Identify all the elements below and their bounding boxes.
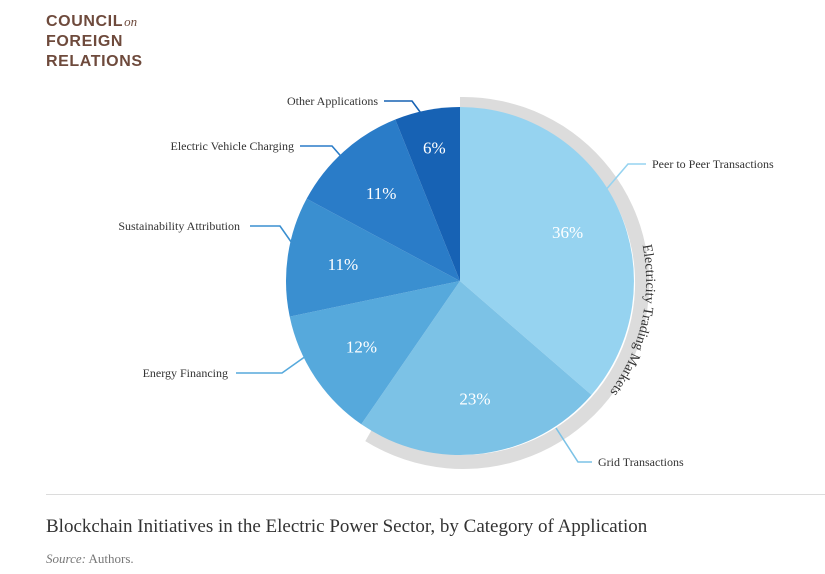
pie-slice-grid-transactions (361, 281, 592, 455)
leader-line-grid-transactions (555, 427, 592, 463)
leader-line-electric-vehicle-charging (300, 145, 347, 163)
source-note: Source: Authors. (46, 551, 134, 567)
category-label-peer-to-peer-transactions: Peer to Peer Transactions (652, 157, 774, 171)
data-label-electric-vehicle-charging: 11% (366, 184, 397, 203)
pie-slice-peer-to-peer-transactions (460, 107, 634, 395)
category-label-grid-transactions: Grid Transactions (598, 455, 684, 469)
pie-slice-other-applications (395, 107, 460, 281)
pie-chart: 36% Peer to Peer Transactions 23% Grid Tran… (118, 94, 774, 469)
logo-line-1: COUNCIL (46, 13, 124, 30)
category-label-other-applications: Other Applications (287, 94, 378, 108)
source-label: Source: (46, 551, 86, 566)
pie-slice-sustainability-attribution (286, 198, 460, 317)
category-label-electric-vehicle-charging: Electric Vehicle Charging (170, 139, 294, 153)
chart-title: Blockchain Initiatives in the Electric P… (46, 516, 648, 537)
logo-line-2: FOREIGN (46, 33, 124, 50)
leader-line-energy-financing (236, 355, 307, 374)
source-text: Authors. (85, 551, 134, 566)
category-label-sustainability-attribution: Sustainability Attribution (118, 219, 240, 233)
logo-line-3: RELATIONS (46, 53, 143, 70)
logo-on: on (124, 14, 138, 29)
data-label-other-applications: 6% (423, 139, 446, 158)
cfr-logo: COUNCILon FOREIGN RELATIONS (46, 12, 143, 72)
pie-slice-energy-financing (289, 281, 460, 425)
data-label-grid-transactions: 23% (459, 389, 490, 408)
data-label-energy-financing: 12% (346, 338, 377, 357)
data-label-peer-to-peer-transactions: 36% (552, 223, 583, 242)
leader-line-sustainability-attribution (250, 225, 295, 247)
leader-line-peer-to-peer-transactions (603, 163, 646, 193)
category-label-energy-financing: Energy Financing (143, 366, 228, 380)
divider (46, 494, 825, 495)
leader-line-other-applications (384, 100, 427, 121)
data-label-sustainability-attribution: 11% (328, 255, 359, 274)
